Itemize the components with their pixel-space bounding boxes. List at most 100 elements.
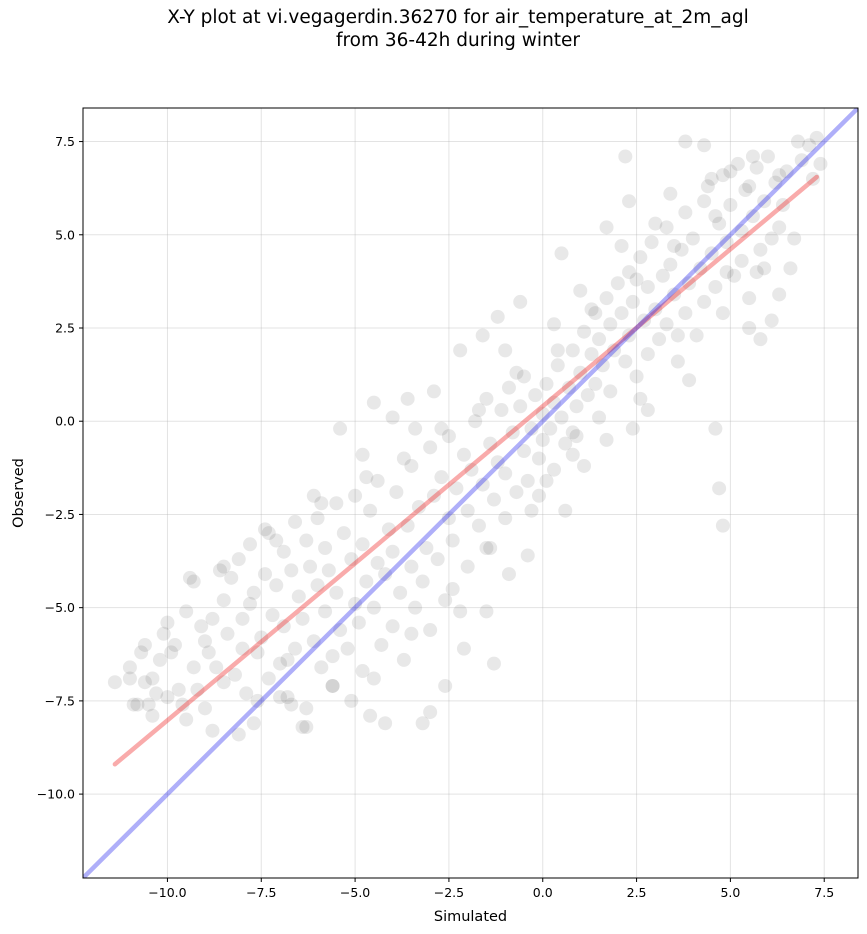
scatter-point [697,138,712,153]
scatter-point [663,186,678,201]
scatter-point [730,156,745,171]
scatter-point [374,637,389,652]
scatter-point [753,332,768,347]
scatter-point [239,686,254,701]
scatter-point [670,328,685,343]
scatter-point [809,130,824,145]
scatter-point [366,600,381,615]
scatter-point [547,317,562,332]
scatter-point [625,421,640,436]
scatter-point [400,391,415,406]
scatter-point [396,652,411,667]
scatter-point [404,458,419,473]
scatter-point [618,149,633,164]
scatter-point [742,321,757,335]
scatter-point [295,719,310,734]
scatter-point [197,701,212,716]
points-layer [107,130,828,742]
scatter-point [524,503,539,518]
scatter-point [269,533,284,548]
scatter-point [565,343,580,358]
scatter-point [633,250,648,265]
scatter-point [592,332,607,347]
scatter-point [126,697,141,712]
scatter-point [479,541,494,555]
scatter-point [445,582,460,597]
scatter-point [520,548,535,563]
scatter-point [483,436,498,451]
identity-line [83,108,858,878]
scatter-point [396,451,411,466]
scatter-point [764,231,779,246]
scatter-point [209,660,224,675]
scatter-point [216,675,231,690]
scatter-point [333,421,348,436]
scatter-point [640,347,655,362]
scatter-point [378,567,393,582]
scatter-point [426,488,441,503]
scatter-point [156,626,171,641]
scatter-point [712,481,727,496]
scatter-point [577,324,592,339]
scatter-point [419,541,434,555]
chart-title: X-Y plot at vi.vegagerdin.36270 for air_… [167,7,749,51]
scatter-point [231,727,246,742]
scatter-point [299,701,314,716]
scatter-point [438,678,453,693]
scatter-point [471,403,486,418]
scatter-point [137,637,152,652]
scatter-point [644,235,659,250]
scatter-point [243,596,258,611]
scatter-point [610,276,625,291]
scatter-point [580,388,595,403]
scatter-point [284,697,299,712]
scatter-point [498,466,513,481]
scatter-point [359,470,374,485]
scatter-point [186,574,201,589]
scatter-point [531,488,546,503]
scatter-point [715,306,730,321]
scatter-point [516,444,531,459]
scatter-point [704,246,719,261]
scatter-point [314,496,329,511]
scatter-point [749,160,764,175]
scatter-point [280,690,295,705]
scatter-point [197,634,212,649]
scatter-point [359,574,374,589]
scatter-point [603,317,618,332]
y-axis-label: Observed [11,458,27,528]
scatter-point [456,641,471,656]
scatter-point [678,134,693,149]
scatter-point [505,425,520,440]
scatter-point [273,690,288,705]
scatter-point [708,421,723,436]
scatter-point [584,347,599,362]
scatter-point [486,492,501,507]
y-tick-label: −5.0 [45,600,75,615]
scatter-point [408,421,423,436]
x-tick-label: −2.5 [434,885,464,900]
scatter-point [768,175,783,190]
scatter-point [547,462,562,477]
scatter-point [652,332,667,347]
scatter-point [107,675,122,690]
scatter-point [381,522,396,537]
scatter-point [753,242,768,257]
scatter-point [577,458,592,473]
scatter-point [355,664,370,679]
scatter-point [501,567,516,582]
scatter-point [764,313,779,328]
scatter-point [258,567,273,582]
scatter-point [325,649,340,664]
scatter-point [554,410,569,425]
scatter-point [757,194,772,209]
plot-frame [82,107,859,879]
scatter-point [565,425,580,440]
scatter-point [430,552,445,567]
scatter-point [122,671,137,686]
scatter-point [306,634,321,649]
scatter-point [149,686,164,701]
scatter-point [588,376,603,391]
scatter-point [205,611,220,626]
